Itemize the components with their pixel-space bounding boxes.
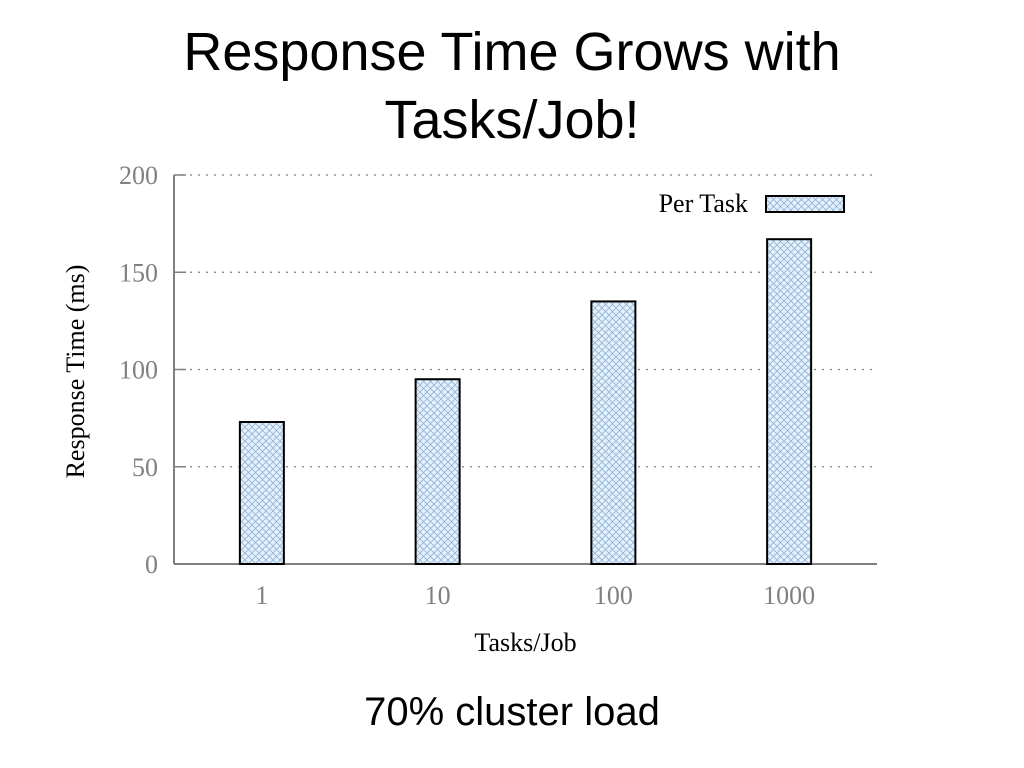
x-tick-label: 1000	[763, 581, 815, 610]
y-tick-label: 150	[119, 258, 158, 287]
bar	[766, 238, 813, 565]
legend-swatch	[765, 195, 845, 213]
y-axis-label: Response Time (ms)	[61, 265, 90, 479]
y-tick-label: 100	[119, 356, 158, 385]
slide-title: Response Time Grows with Tasks/Job!	[112, 18, 912, 154]
bar	[414, 378, 461, 565]
legend: Per Task	[659, 189, 845, 218]
y-tick-label: 0	[145, 550, 158, 579]
slide-title-line-1: Response Time Grows with	[183, 22, 841, 82]
bar	[238, 421, 285, 566]
legend-label: Per Task	[659, 189, 748, 218]
x-axis-label: Tasks/Job	[474, 628, 576, 657]
x-tick-label: 10	[425, 581, 451, 610]
y-tick-label: 200	[119, 161, 158, 190]
slide-caption: 70% cluster load	[364, 690, 660, 734]
grid-lines	[174, 174, 877, 468]
bar	[590, 300, 637, 565]
y-tick-labels: 0 50 100 150 200	[119, 161, 186, 579]
y-tick-label: 50	[132, 453, 158, 482]
x-tick-labels: 1 10 100 1000	[255, 554, 815, 610]
bars	[238, 238, 813, 566]
x-tick-label: 1	[255, 581, 268, 610]
slide-title-line-2: Tasks/Job!	[384, 90, 640, 150]
x-tick-label: 100	[594, 581, 633, 610]
